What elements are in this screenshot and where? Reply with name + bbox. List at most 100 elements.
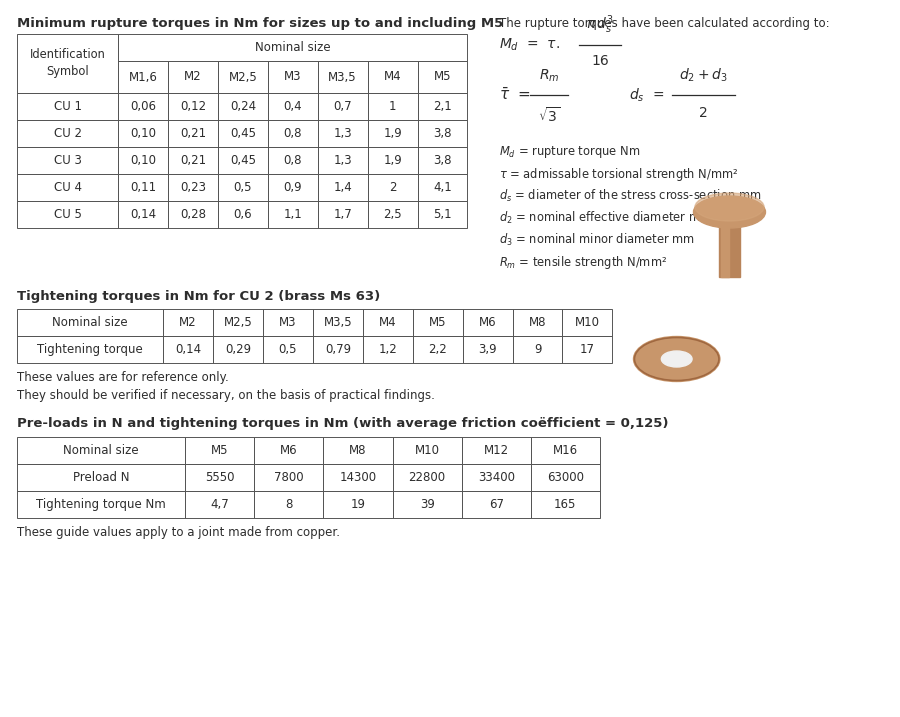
Text: 0,29: 0,29 — [225, 343, 251, 356]
Bar — [268, 174, 318, 201]
Text: M8: M8 — [349, 444, 367, 457]
Text: 3,8: 3,8 — [433, 127, 452, 140]
Bar — [168, 147, 218, 174]
Text: 0,4: 0,4 — [284, 100, 302, 113]
Text: M12: M12 — [483, 444, 508, 457]
Bar — [268, 147, 318, 174]
Text: 22800: 22800 — [409, 471, 446, 484]
Bar — [17, 120, 118, 147]
Bar — [218, 61, 268, 93]
Bar — [418, 174, 467, 201]
Bar — [168, 61, 218, 93]
Bar — [367, 147, 418, 174]
Bar — [268, 61, 318, 93]
Bar — [17, 464, 185, 491]
Text: These values are for reference only.
They should be verified if necessary, on th: These values are for reference only. The… — [17, 371, 436, 402]
Text: Pre-loads in N and tightening torques in Nm (with average friction coëfficient =: Pre-loads in N and tightening torques in… — [17, 417, 669, 430]
Ellipse shape — [694, 196, 766, 228]
Text: 1,9: 1,9 — [383, 154, 402, 167]
Text: M6: M6 — [280, 444, 298, 457]
Bar — [318, 120, 367, 147]
Bar — [17, 336, 163, 363]
Bar — [17, 174, 118, 201]
Bar — [218, 120, 268, 147]
Bar — [263, 309, 313, 336]
Bar — [392, 437, 462, 464]
Text: $\pi\, d_s^3$: $\pi\, d_s^3$ — [586, 14, 614, 36]
Text: M2,5: M2,5 — [229, 70, 257, 83]
Text: $M_d$  =  $\tau$.: $M_d$ = $\tau$. — [500, 37, 560, 53]
Bar — [562, 336, 612, 363]
Bar — [118, 93, 168, 120]
Text: 0,14: 0,14 — [176, 343, 202, 356]
Bar — [318, 147, 367, 174]
Bar — [418, 93, 467, 120]
Bar — [418, 61, 467, 93]
Text: M2: M2 — [184, 70, 202, 83]
Text: 0,21: 0,21 — [180, 154, 206, 167]
Ellipse shape — [695, 193, 764, 221]
Text: The rupture torques have been calculated according to:: The rupture torques have been calculated… — [500, 17, 830, 30]
Bar — [218, 147, 268, 174]
Ellipse shape — [662, 351, 692, 367]
Bar — [363, 309, 413, 336]
Bar — [462, 464, 531, 491]
Text: M5: M5 — [429, 316, 446, 329]
Text: 3,8: 3,8 — [433, 154, 452, 167]
Text: M3: M3 — [284, 70, 302, 83]
Text: 165: 165 — [554, 498, 577, 511]
Bar — [17, 147, 118, 174]
Bar — [263, 336, 313, 363]
Bar — [118, 147, 168, 174]
Text: 0,45: 0,45 — [230, 127, 256, 140]
Text: 5550: 5550 — [205, 471, 235, 484]
Text: 0,45: 0,45 — [230, 154, 256, 167]
Text: M6: M6 — [479, 316, 497, 329]
Text: 1,2: 1,2 — [378, 343, 397, 356]
Bar — [268, 201, 318, 228]
Text: 2: 2 — [699, 106, 708, 120]
Text: CU 4: CU 4 — [54, 181, 82, 194]
Ellipse shape — [634, 336, 720, 381]
Text: 0,6: 0,6 — [233, 208, 252, 221]
Text: 0,9: 0,9 — [284, 181, 302, 194]
Text: M3,5: M3,5 — [324, 316, 352, 329]
Text: 7800: 7800 — [274, 471, 303, 484]
Bar — [418, 201, 467, 228]
Bar — [531, 437, 600, 464]
Text: M2: M2 — [179, 316, 197, 329]
Text: 0,79: 0,79 — [325, 343, 351, 356]
Text: 4,1: 4,1 — [433, 181, 452, 194]
Text: 1,7: 1,7 — [333, 208, 352, 221]
Bar — [118, 34, 467, 61]
Bar — [255, 464, 323, 491]
Text: 0,23: 0,23 — [180, 181, 206, 194]
Text: M10: M10 — [575, 316, 600, 329]
Text: 0,10: 0,10 — [130, 127, 156, 140]
Text: 0,12: 0,12 — [180, 100, 206, 113]
Text: 19: 19 — [350, 498, 365, 511]
Text: M2,5: M2,5 — [224, 316, 252, 329]
Bar — [367, 174, 418, 201]
Bar — [367, 120, 418, 147]
Text: CU 5: CU 5 — [54, 208, 82, 221]
Bar — [721, 209, 728, 277]
Text: M4: M4 — [379, 316, 397, 329]
Text: 1,1: 1,1 — [284, 208, 302, 221]
Text: M16: M16 — [553, 444, 578, 457]
Text: Preload N: Preload N — [73, 471, 130, 484]
Bar — [185, 437, 255, 464]
Text: CU 3: CU 3 — [54, 154, 82, 167]
Bar — [118, 201, 168, 228]
Bar — [17, 93, 118, 120]
Bar — [268, 120, 318, 147]
Text: 0,5: 0,5 — [234, 181, 252, 194]
Text: 2,1: 2,1 — [433, 100, 452, 113]
Bar — [392, 491, 462, 518]
Text: 4,7: 4,7 — [211, 498, 230, 511]
Text: Minimum rupture torques in Nm for sizes up to and including M5: Minimum rupture torques in Nm for sizes … — [17, 17, 503, 30]
Text: Identification
Symbol: Identification Symbol — [30, 49, 105, 78]
Bar — [313, 309, 363, 336]
Text: 1,3: 1,3 — [333, 154, 352, 167]
Text: 14300: 14300 — [339, 471, 376, 484]
